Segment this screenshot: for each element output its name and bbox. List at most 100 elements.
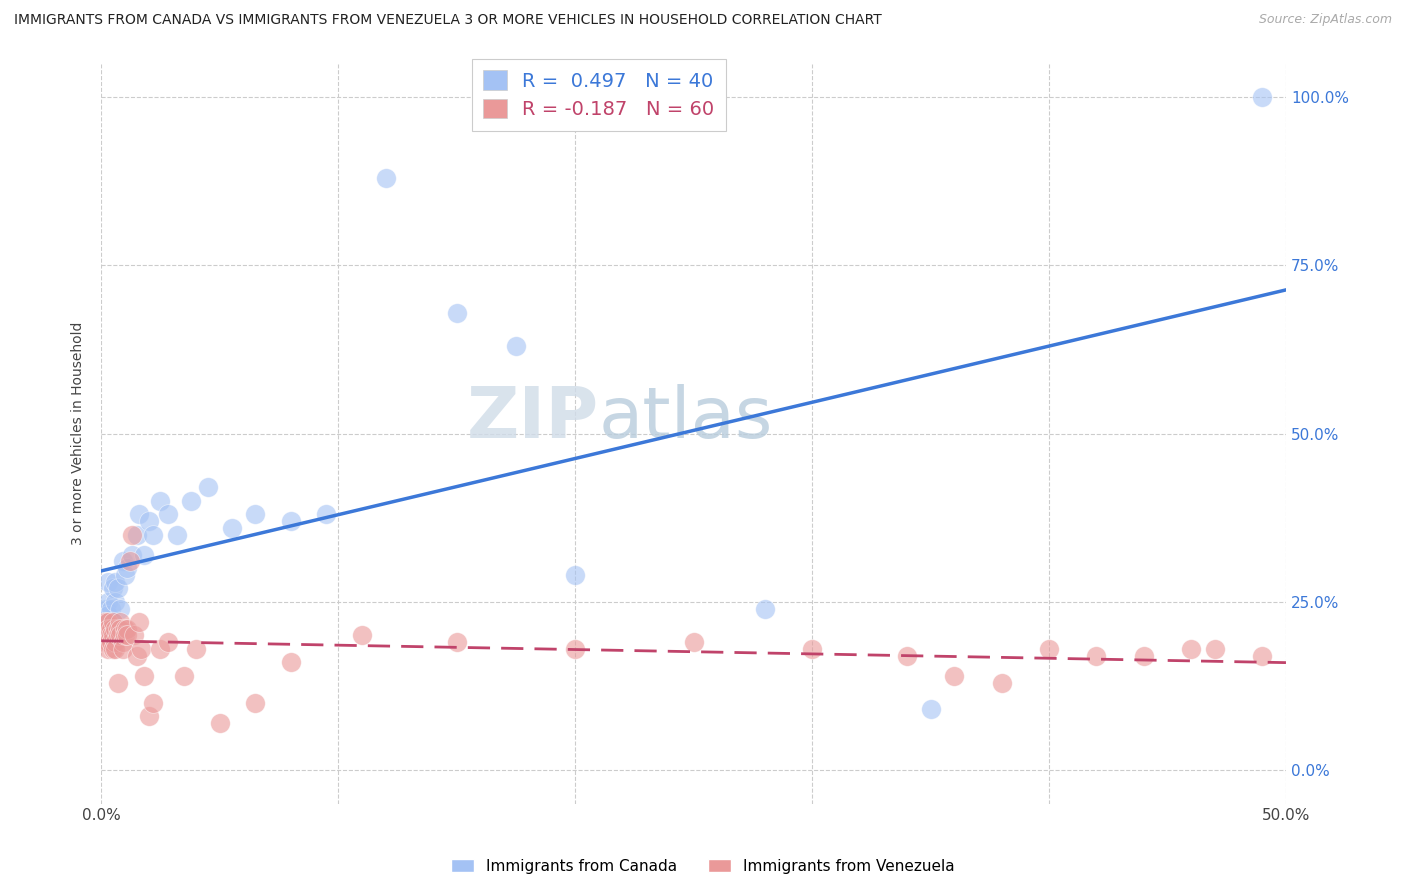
- Point: [173, 669, 195, 683]
- Point: [107, 628, 129, 642]
- Point: [97, 622, 120, 636]
- Point: [166, 527, 188, 541]
- Point: [104, 635, 127, 649]
- Point: [142, 696, 165, 710]
- Text: Source: ZipAtlas.com: Source: ZipAtlas.com: [1258, 13, 1392, 27]
- Point: [132, 548, 155, 562]
- Text: IMMIGRANTS FROM CANADA VS IMMIGRANTS FROM VENEZUELA 3 OR MORE VEHICLES IN HOUSEH: IMMIGRANTS FROM CANADA VS IMMIGRANTS FRO…: [14, 13, 882, 28]
- Point: [280, 514, 302, 528]
- Point: [1133, 648, 1156, 663]
- Point: [97, 615, 120, 629]
- Point: [138, 709, 160, 723]
- Point: [117, 561, 139, 575]
- Point: [1251, 648, 1274, 663]
- Point: [104, 622, 127, 636]
- Point: [117, 628, 139, 642]
- Point: [97, 608, 120, 623]
- Point: [121, 527, 143, 541]
- Legend: Immigrants from Canada, Immigrants from Venezuela: Immigrants from Canada, Immigrants from …: [446, 853, 960, 880]
- Point: [896, 648, 918, 663]
- Point: [108, 615, 131, 629]
- Point: [128, 615, 150, 629]
- Point: [118, 554, 141, 568]
- Point: [100, 615, 122, 629]
- Point: [111, 635, 134, 649]
- Point: [1204, 641, 1226, 656]
- Point: [682, 635, 704, 649]
- Point: [1180, 641, 1202, 656]
- Point: [128, 508, 150, 522]
- Point: [138, 514, 160, 528]
- Point: [1038, 641, 1060, 656]
- Point: [446, 305, 468, 319]
- Point: [156, 508, 179, 522]
- Point: [93, 615, 115, 629]
- Point: [754, 601, 776, 615]
- Point: [114, 628, 136, 642]
- Point: [101, 615, 124, 629]
- Point: [111, 554, 134, 568]
- Point: [94, 635, 117, 649]
- Point: [149, 494, 172, 508]
- Point: [114, 622, 136, 636]
- Point: [107, 622, 129, 636]
- Point: [374, 171, 396, 186]
- Point: [156, 635, 179, 649]
- Point: [100, 635, 122, 649]
- Point: [104, 574, 127, 589]
- Point: [990, 675, 1012, 690]
- Point: [505, 339, 527, 353]
- Point: [107, 675, 129, 690]
- Point: [124, 628, 146, 642]
- Point: [315, 508, 337, 522]
- Point: [101, 628, 124, 642]
- Point: [100, 628, 122, 642]
- Point: [97, 574, 120, 589]
- Point: [94, 628, 117, 642]
- Point: [125, 527, 148, 541]
- Point: [1085, 648, 1108, 663]
- Point: [446, 635, 468, 649]
- Point: [97, 641, 120, 656]
- Point: [149, 641, 172, 656]
- Point: [121, 548, 143, 562]
- Point: [132, 669, 155, 683]
- Point: [101, 615, 124, 629]
- Point: [117, 622, 139, 636]
- Point: [180, 494, 202, 508]
- Point: [97, 635, 120, 649]
- Point: [245, 696, 267, 710]
- Point: [125, 648, 148, 663]
- Point: [93, 615, 115, 629]
- Point: [350, 628, 373, 642]
- Point: [245, 508, 267, 522]
- Point: [221, 521, 243, 535]
- Point: [100, 601, 122, 615]
- Point: [920, 702, 942, 716]
- Point: [94, 615, 117, 629]
- Point: [104, 641, 127, 656]
- Point: [208, 715, 231, 730]
- Point: [184, 641, 207, 656]
- Point: [104, 595, 127, 609]
- Point: [142, 527, 165, 541]
- Point: [94, 622, 117, 636]
- Point: [1251, 90, 1274, 104]
- Point: [97, 595, 120, 609]
- Legend: R =  0.497   N = 40, R = -0.187   N = 60: R = 0.497 N = 40, R = -0.187 N = 60: [471, 59, 725, 131]
- Y-axis label: 3 or more Vehicles in Household: 3 or more Vehicles in Household: [72, 322, 86, 545]
- Point: [108, 628, 131, 642]
- Point: [94, 601, 117, 615]
- Point: [111, 641, 134, 656]
- Point: [564, 641, 586, 656]
- Point: [131, 641, 153, 656]
- Point: [114, 567, 136, 582]
- Point: [93, 628, 115, 642]
- Point: [280, 656, 302, 670]
- Point: [101, 641, 124, 656]
- Point: [943, 669, 966, 683]
- Point: [108, 622, 131, 636]
- Text: atlas: atlas: [599, 384, 773, 453]
- Point: [100, 622, 122, 636]
- Point: [107, 582, 129, 596]
